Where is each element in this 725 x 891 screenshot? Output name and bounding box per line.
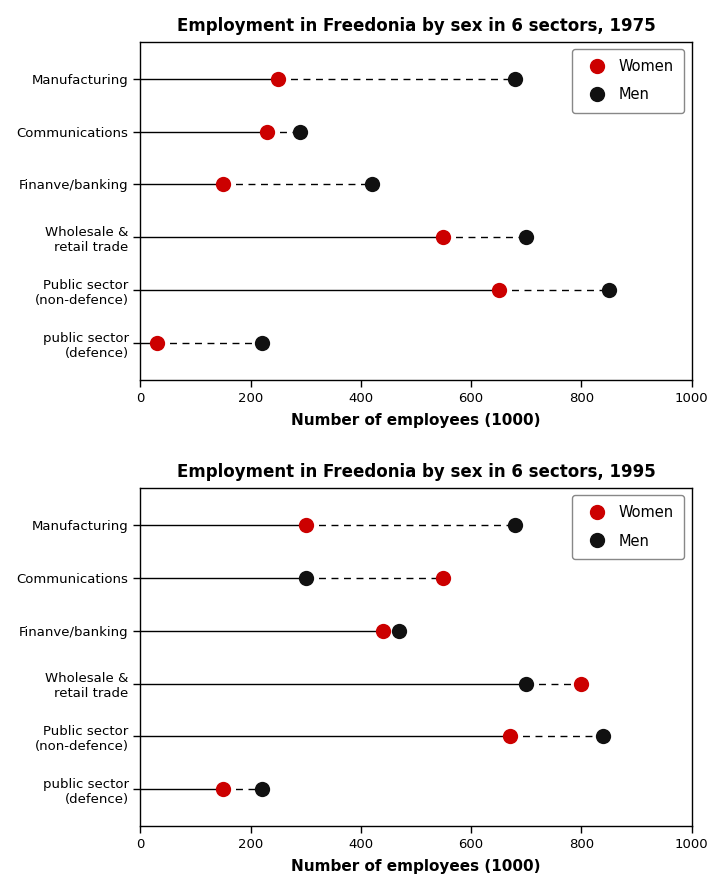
X-axis label: Number of employees (1000): Number of employees (1000) bbox=[291, 413, 541, 429]
Title: Employment in Freedonia by sex in 6 sectors, 1995: Employment in Freedonia by sex in 6 sect… bbox=[177, 462, 655, 481]
Title: Employment in Freedonia by sex in 6 sectors, 1975: Employment in Freedonia by sex in 6 sect… bbox=[177, 17, 655, 35]
X-axis label: Number of employees (1000): Number of employees (1000) bbox=[291, 859, 541, 874]
Legend: Women, Men: Women, Men bbox=[572, 495, 684, 559]
Legend: Women, Men: Women, Men bbox=[572, 49, 684, 112]
